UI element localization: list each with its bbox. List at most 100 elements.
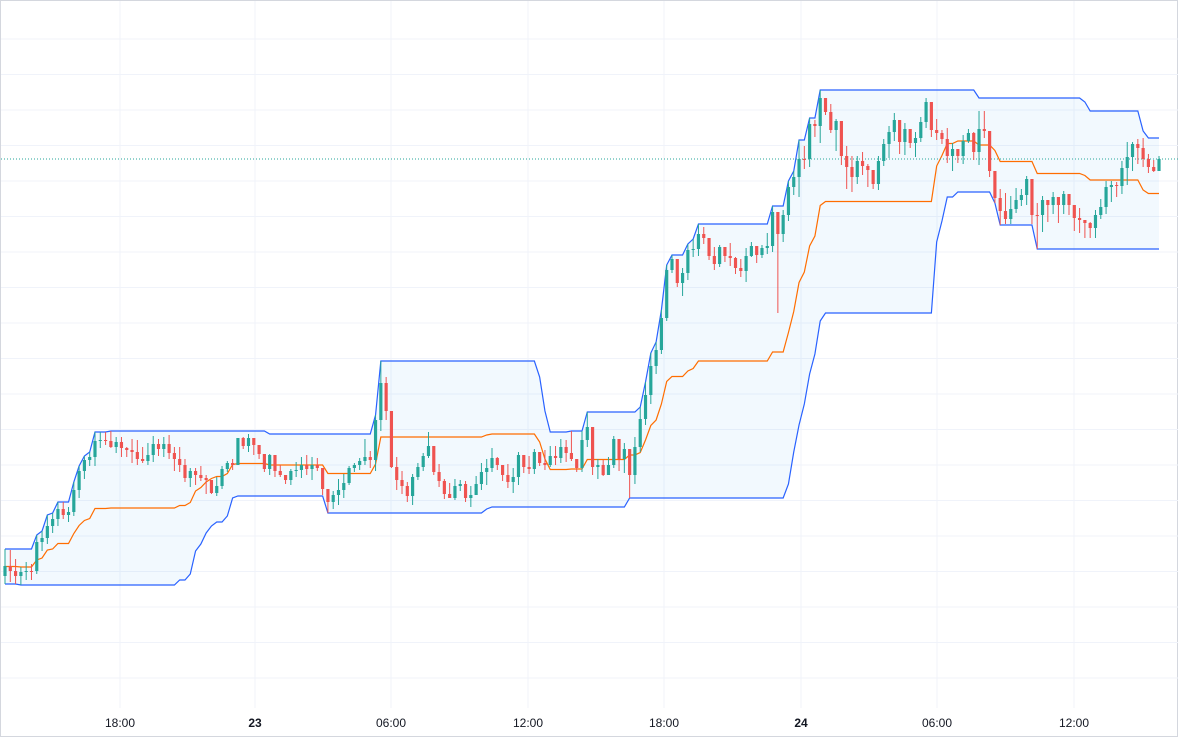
candle xyxy=(628,449,632,498)
candle-body xyxy=(395,467,399,480)
candle xyxy=(405,482,409,502)
candle-body xyxy=(1136,144,1140,148)
candle-body xyxy=(93,441,97,457)
candle-body xyxy=(289,471,293,480)
candle-body xyxy=(342,483,346,490)
candle-body xyxy=(151,444,155,455)
candle xyxy=(786,181,791,221)
candle xyxy=(416,463,420,480)
candle-body xyxy=(40,538,44,542)
candle-body xyxy=(998,198,1002,211)
candle xyxy=(199,466,203,481)
candle xyxy=(1009,196,1013,224)
candle-body xyxy=(352,465,356,468)
candle xyxy=(1056,197,1061,223)
candle xyxy=(712,247,716,270)
candle xyxy=(458,480,462,491)
lower-band-line xyxy=(5,191,1159,586)
candle xyxy=(940,130,944,144)
candle-body xyxy=(220,469,224,486)
candle xyxy=(490,448,494,472)
candle xyxy=(379,361,383,431)
candle-body xyxy=(749,246,753,256)
candle xyxy=(1040,196,1045,232)
candle xyxy=(463,481,468,502)
candle-body xyxy=(8,566,12,571)
candle-body xyxy=(580,440,584,468)
candle-body xyxy=(453,486,457,498)
candle-body xyxy=(262,454,266,469)
candle-body xyxy=(241,438,245,446)
candle xyxy=(257,445,261,459)
candle xyxy=(3,549,7,584)
candle xyxy=(156,439,161,456)
candle-body xyxy=(723,247,727,256)
candle-body xyxy=(188,471,192,478)
candle xyxy=(670,255,674,273)
x-tick-label: 12:00 xyxy=(1059,716,1089,730)
candle xyxy=(898,120,902,154)
candle xyxy=(702,227,706,244)
candle xyxy=(977,111,981,165)
candle xyxy=(882,139,886,166)
candle xyxy=(241,437,245,449)
candle-body xyxy=(569,453,574,459)
candle-body xyxy=(617,439,621,459)
candle-body xyxy=(114,442,118,447)
candle xyxy=(125,447,129,457)
candle xyxy=(268,454,272,475)
candle xyxy=(167,435,171,459)
candle-body xyxy=(649,366,653,395)
candle-body xyxy=(458,484,462,486)
candle xyxy=(1072,205,1076,231)
candle-body xyxy=(596,465,600,467)
candle-body xyxy=(797,159,801,177)
candle-body xyxy=(246,438,251,446)
candle-body xyxy=(479,472,484,484)
candle xyxy=(1088,222,1092,238)
candle-body xyxy=(156,444,161,449)
candle-body xyxy=(1072,205,1076,218)
candle xyxy=(225,461,229,472)
candle xyxy=(950,143,955,171)
candle-body xyxy=(686,250,690,273)
candle-body xyxy=(442,481,446,494)
candle-body xyxy=(532,452,536,469)
candle xyxy=(680,268,685,296)
candle xyxy=(453,479,457,500)
candle-body xyxy=(231,463,235,465)
candle xyxy=(1109,181,1113,202)
candle xyxy=(643,382,648,425)
candle-body xyxy=(411,477,415,496)
candle-body xyxy=(1099,207,1103,215)
candle-body xyxy=(1062,194,1066,205)
x-tick-label: 06:00 xyxy=(922,716,952,730)
candle-body xyxy=(172,453,176,459)
candle-body xyxy=(543,463,547,465)
candle xyxy=(368,451,372,468)
candle xyxy=(103,432,108,445)
candle xyxy=(622,443,626,473)
candle xyxy=(29,564,34,580)
candle xyxy=(437,464,441,487)
candle xyxy=(956,149,960,163)
candle-body xyxy=(924,102,928,122)
candle-body xyxy=(765,246,769,248)
candle xyxy=(638,407,642,452)
candle-body xyxy=(109,441,113,447)
candle-body xyxy=(268,455,272,469)
candle-body xyxy=(363,457,367,461)
candle-body xyxy=(839,121,843,156)
candle-body xyxy=(776,212,780,234)
candle-body xyxy=(966,133,971,141)
candle-body xyxy=(77,471,81,490)
candle-body xyxy=(950,149,955,156)
candle xyxy=(172,447,176,471)
candle xyxy=(326,489,330,513)
candle-body xyxy=(935,130,939,133)
candle-body xyxy=(45,526,49,538)
candle xyxy=(876,156,881,190)
candle-body xyxy=(972,133,976,152)
candle xyxy=(532,449,536,474)
